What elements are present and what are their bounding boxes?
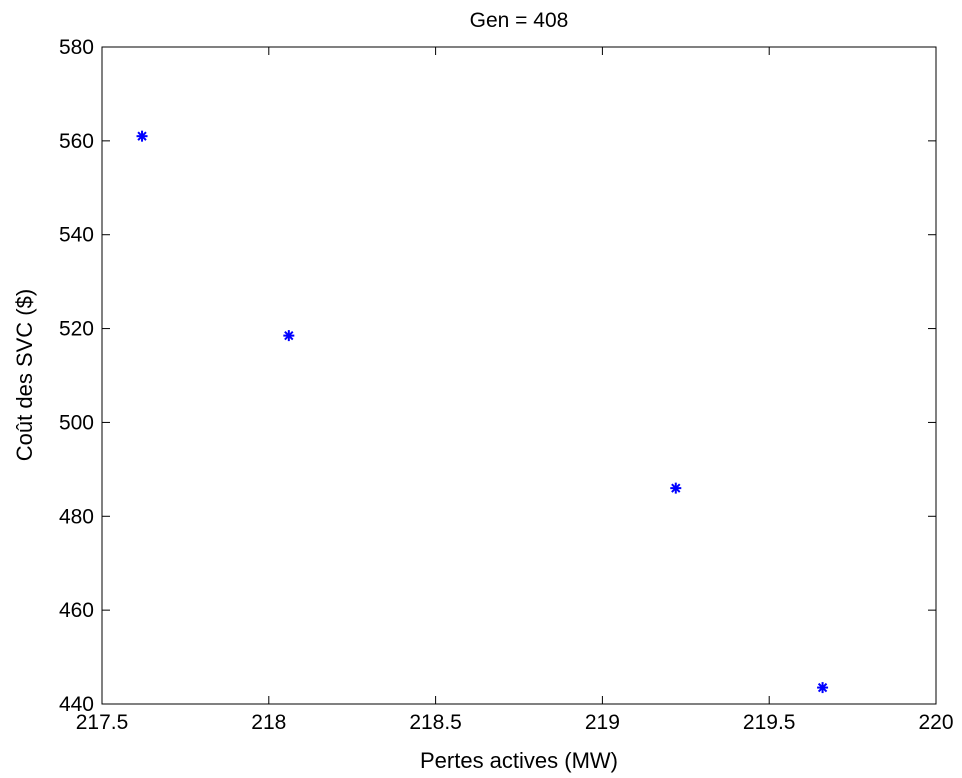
x-tick-label: 219.5 [743, 711, 796, 734]
data-points [136, 130, 829, 694]
data-point [817, 682, 829, 694]
data-point [670, 482, 682, 494]
y-tick-label: 460 [59, 599, 94, 622]
y-tick-label: 500 [59, 411, 94, 434]
y-tick-label: 540 [59, 224, 94, 247]
x-axis-label: Pertes actives (MW) [420, 748, 618, 773]
y-tick-label: 480 [59, 505, 94, 528]
x-tick-label: 220 [918, 711, 953, 734]
y-tick-label: 560 [59, 130, 94, 153]
y-axis: 440 460 480 500 520 540 560 580 [59, 36, 936, 716]
x-tick-label: 218 [251, 711, 286, 734]
x-tick-label: 217.5 [76, 711, 129, 734]
chart-title: Gen = 408 [470, 9, 569, 32]
y-tick-label: 440 [59, 693, 94, 716]
x-tick-label: 218.5 [409, 711, 462, 734]
data-point [136, 130, 148, 142]
data-point [283, 330, 295, 342]
y-axis-label: Coût des SVC ($) [12, 289, 37, 461]
y-tick-label: 520 [59, 318, 94, 341]
x-tick-label: 219 [585, 711, 620, 734]
y-tick-label: 580 [59, 36, 94, 59]
plot-area [101, 46, 937, 705]
x-axis: 217.5 218 218.5 219 219.5 220 [76, 47, 954, 734]
